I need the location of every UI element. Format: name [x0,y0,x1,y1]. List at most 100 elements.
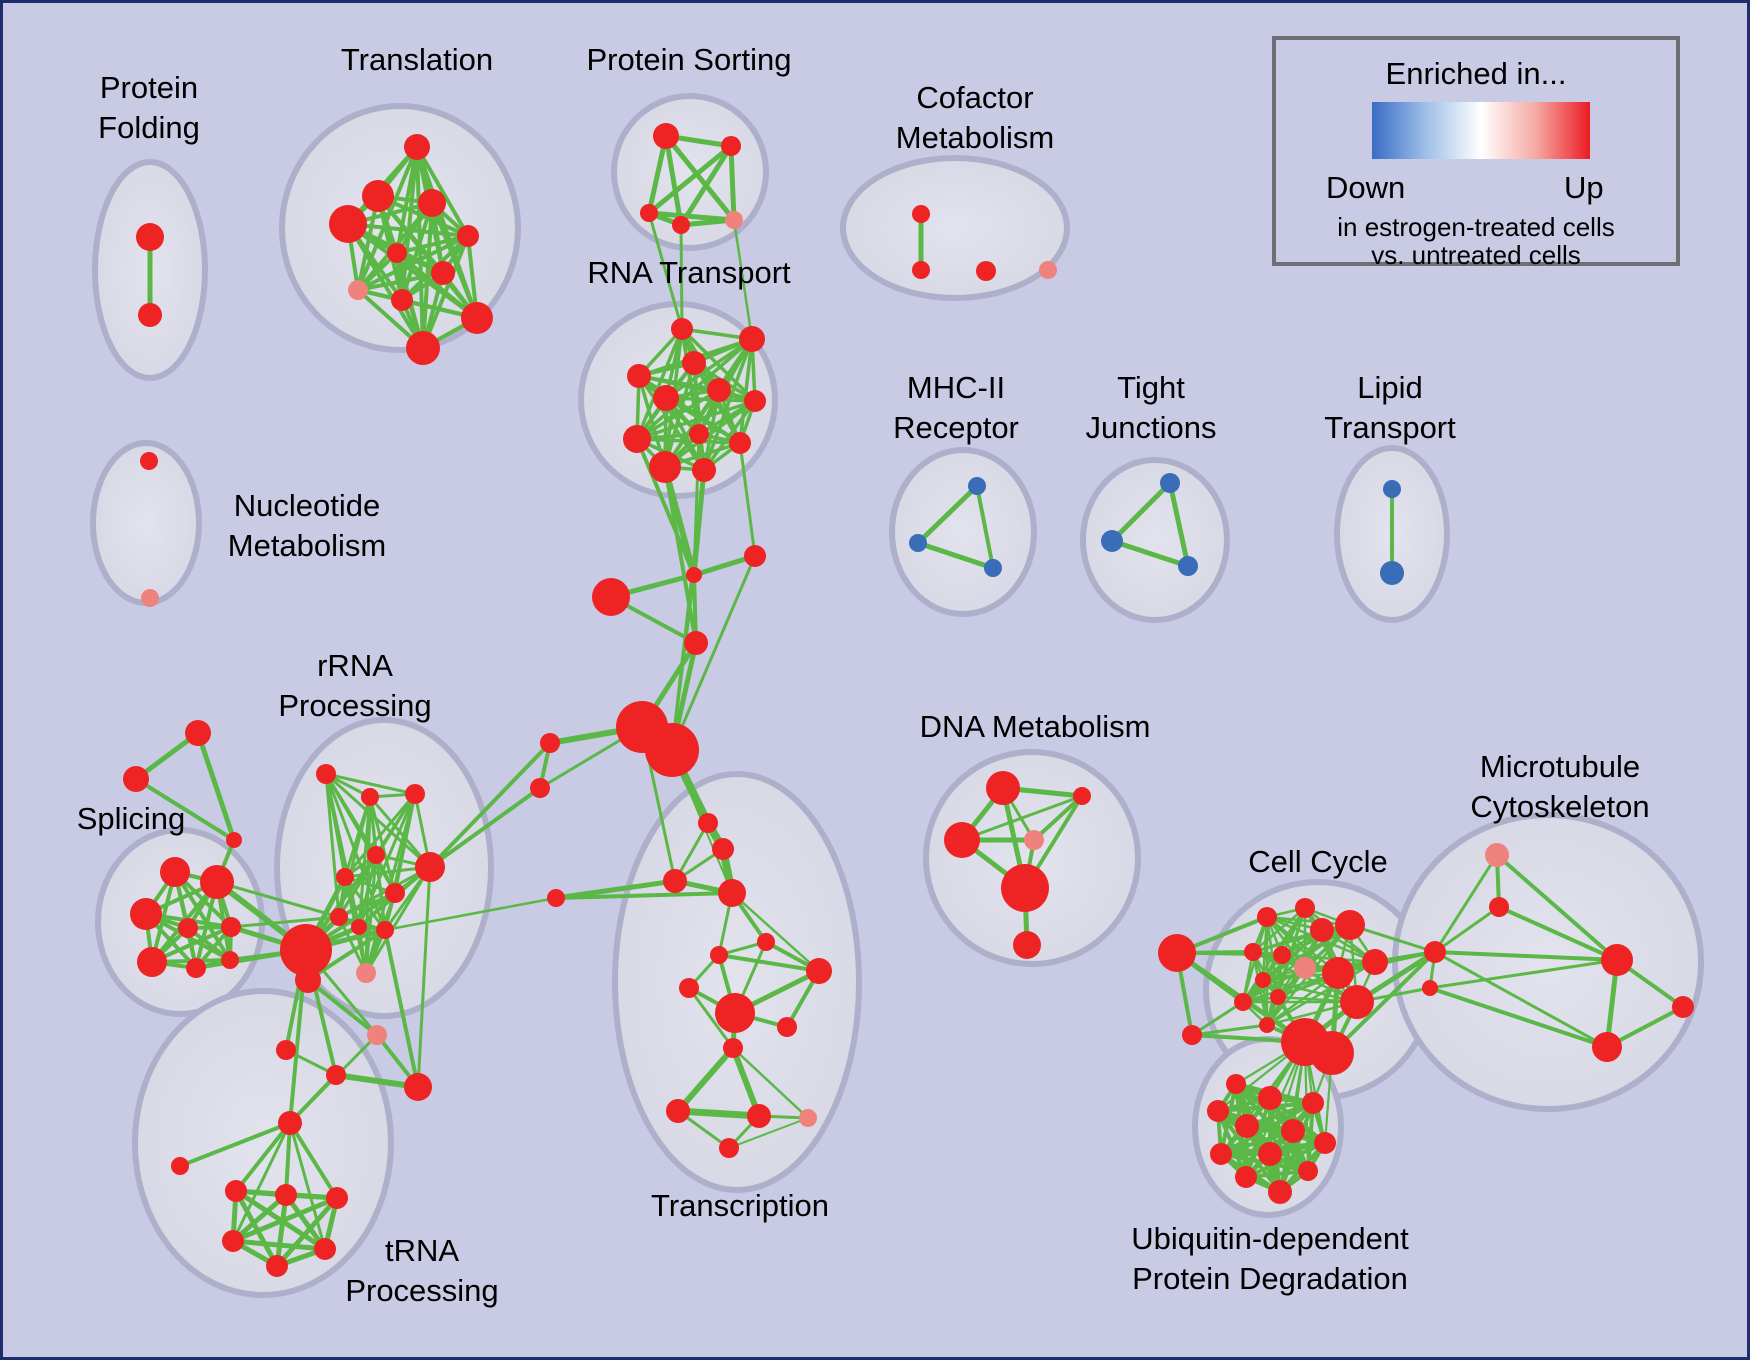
node-rr12 [295,967,321,993]
node-ub9 [1258,1142,1282,1166]
edge-t3-t10 [430,201,479,320]
edge-rr10-tx5 [383,896,558,932]
node-t4 [329,205,367,243]
edge-rr12-rrp2 [306,978,379,1037]
edge-tp3-tp4 [230,1195,340,1244]
cluster-tight-junctions-label: Tight Junctions [1086,370,1217,445]
node-hub2 [645,723,699,777]
node-t9 [391,289,413,311]
node-rt11 [649,451,681,483]
edge-tx15-tx16 [728,1117,809,1149]
edge-ps2-ps5 [728,143,737,223]
node-rr15 [276,1040,296,1060]
cluster-splicing-label: Splicing [77,801,186,836]
edge-rr16-tp2 [284,1121,292,1197]
node-pf2 [138,303,162,327]
cluster-mhc-ii-receptor-label: MHC-II Receptor [893,370,1019,445]
node-mh3 [984,559,1002,577]
cluster-rna-transport-label: RNA Transport [587,255,791,290]
legend-down-label: Down [1326,170,1406,205]
node-tx16 [719,1138,739,1158]
edge-mh2-mh3 [915,540,996,571]
node-sp2 [200,865,234,899]
edge-rr3-rr5 [343,792,417,879]
edge-sp1-sp8 [173,870,232,962]
cluster-nucleotide-metabolism-label: Nucleotide Metabolism [228,488,387,563]
edge-sp2-rr8 [215,880,341,919]
edge-ps1-ps4 [663,133,684,228]
node-rr5 [336,868,354,886]
node-rt6 [744,390,766,412]
node-mb1 [1424,941,1446,963]
node-tp4 [222,1230,244,1252]
node-tp5 [314,1238,336,1260]
edge-cc16-ub11 [1244,1040,1307,1179]
node-t3 [418,189,446,217]
edge-tg2-tg3 [134,777,236,842]
edge-tg1-tg3 [195,730,237,843]
node-tj2 [1101,530,1123,552]
edge-tx4-tx8 [730,891,821,973]
node-tj1 [1160,473,1180,493]
node-rt5 [707,378,731,402]
edge-tj1-tj2 [1109,480,1173,544]
node-tx14 [747,1104,771,1128]
cluster-cell-cycle-label: Cell Cycle [1248,844,1388,879]
edge-mb2-mtC [1428,958,1619,990]
edge-cc6-cc9 [1280,953,1377,964]
node-t6 [387,243,407,263]
node-cc15 [1182,1025,1202,1045]
edge-cc2-cc5 [1251,906,1307,954]
node-cc2 [1295,898,1315,918]
node-cc13 [1340,985,1374,1019]
node-cc12 [1234,993,1252,1011]
node-sp5 [221,917,241,937]
node-cc0 [1158,934,1196,972]
node-t11 [406,331,440,365]
legend-gradient-bar [1372,102,1590,159]
node-dm4 [1024,830,1044,850]
edge-ps3-rt1 [647,211,684,331]
node-t1 [404,134,430,160]
edge-rt8-c1 [635,437,696,577]
edge-rt2-rt12 [702,337,754,472]
node-rt4 [627,364,651,388]
node-tx8 [806,958,832,984]
node-rr2 [361,788,379,806]
edge-ps1-ps5 [663,133,737,223]
node-rr14 [404,1073,432,1101]
edge-t2-t8 [356,194,380,292]
edge-rt1-rt6 [680,327,757,403]
node-sp7 [186,958,206,978]
node-sp3 [130,898,162,930]
node-mtD [1672,996,1694,1018]
edge-rr14-rr10 [383,928,420,1089]
edge-rr6-rrp1 [364,865,432,975]
edge-tp1-tp6 [233,1188,280,1269]
cluster-dna-metabolism-label: DNA Metabolism [920,709,1151,744]
node-ps3 [640,204,658,222]
edge-rt8-rt10 [635,437,742,445]
node-mb2 [1422,980,1438,996]
node-tp6 [266,1255,288,1277]
edge-cc16-ub12 [1278,1040,1307,1194]
edge-ps1-ps3 [646,133,669,216]
node-rt1 [671,318,693,340]
node-cf3 [976,261,996,281]
node-dm1 [986,771,1020,805]
node-mtA [1485,843,1509,867]
node-rr4 [367,846,385,864]
edge-rr16-tp5 [288,1121,327,1251]
edge-mb1-mtB [1433,905,1501,954]
node-ub8 [1210,1143,1232,1165]
edge-c1-hub2 [670,573,696,752]
edge-rt2-rt7 [664,337,754,400]
node-tx6 [710,946,728,964]
edge-mtA-mtC [1495,853,1619,962]
cluster-microtubule-cytoskeleton-label: Microtubule Cytoskeleton [1470,749,1649,824]
edge-ps5-rt2 [732,218,754,341]
node-tx3 [663,869,687,893]
node-dm6 [1013,931,1041,959]
node-cc8 [1322,957,1354,989]
edge-br1-rr6 [428,741,552,869]
